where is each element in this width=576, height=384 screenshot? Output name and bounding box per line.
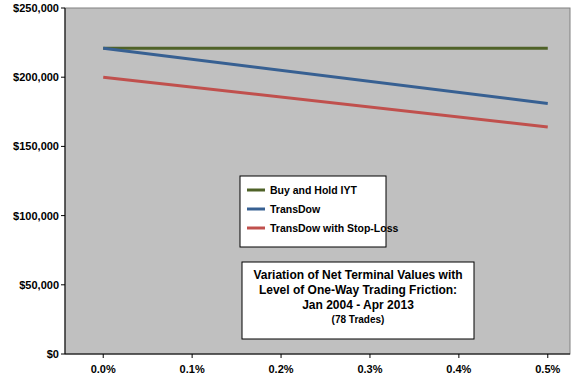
x-tick <box>281 354 282 358</box>
y-tick-label: $200,000 <box>13 71 59 83</box>
x-tick <box>458 354 459 358</box>
title: Variation of Net Terminal Values with <box>253 268 462 282</box>
x-tick-label: 0.0% <box>91 363 116 375</box>
x-axis <box>65 354 570 355</box>
title-box <box>242 262 474 339</box>
title: Level of One-Way Trading Friction: <box>259 283 457 297</box>
y-tick-label: $150,000 <box>13 140 59 152</box>
x-tick-label: 0.2% <box>269 363 294 375</box>
title: Jan 2004 - Apr 2013 <box>302 298 414 312</box>
y-tick-label: $250,000 <box>13 2 59 14</box>
y-tick <box>61 354 65 355</box>
series-group <box>103 48 548 127</box>
x-tick <box>103 354 104 358</box>
x-tick-label: 0.1% <box>180 363 205 375</box>
x-tick-label: 0.5% <box>535 363 560 375</box>
background <box>0 0 576 384</box>
y-tick <box>61 146 65 147</box>
legend-label: Buy and Hold IYT <box>270 184 358 196</box>
series-line <box>103 77 548 127</box>
y-tick <box>61 215 65 216</box>
plot-area <box>65 8 570 354</box>
subtitle: (78 Trades) <box>332 314 385 325</box>
legend-label: TransDow <box>270 203 321 215</box>
chart: $0 $50,000 $100,000 $150,000 $200,000 $250,00… <box>0 0 576 384</box>
x-tick <box>547 354 548 358</box>
x-tick <box>192 354 193 358</box>
x-tick <box>369 354 370 358</box>
x-tick-label: 0.4% <box>446 363 471 375</box>
x-tick-label: 0.3% <box>357 363 382 375</box>
series-line <box>103 48 548 103</box>
y-tick <box>61 8 65 9</box>
y-tick-label: $0 <box>47 348 59 360</box>
legend-swatch <box>247 227 265 230</box>
legend-box <box>240 176 386 247</box>
y-tick <box>61 77 65 78</box>
series-line <box>103 47 548 50</box>
legend: Buy and Hold IYT TransDow TransDow with St… <box>240 176 398 247</box>
y-tick-label: $100,000 <box>13 210 59 222</box>
y-tick-label: $50,000 <box>19 279 59 291</box>
legend-swatch <box>247 189 265 192</box>
legend-swatch <box>247 208 265 211</box>
y-axis <box>65 8 66 354</box>
legend-label: TransDow with Stop-Loss <box>270 222 398 234</box>
y-tick <box>61 284 65 285</box>
